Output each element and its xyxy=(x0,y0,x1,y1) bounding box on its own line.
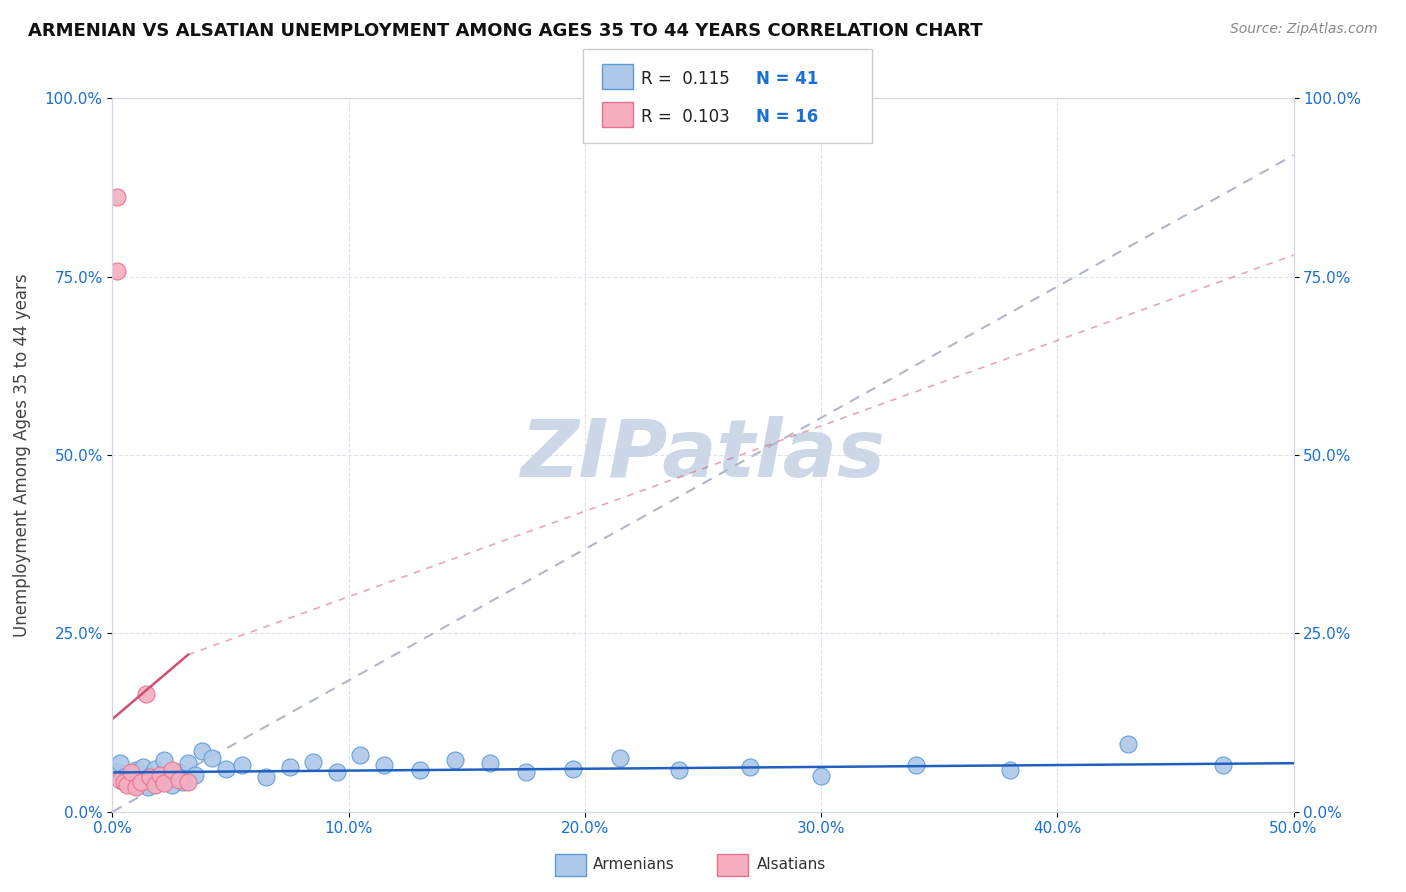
Point xyxy=(609,751,631,765)
Point xyxy=(191,744,214,758)
Point xyxy=(143,778,166,792)
Point xyxy=(120,767,142,781)
Point xyxy=(112,771,135,785)
Point xyxy=(444,753,467,767)
Point xyxy=(132,760,155,774)
Text: R =  0.115: R = 0.115 xyxy=(641,70,730,88)
Point xyxy=(115,778,138,792)
Point xyxy=(125,778,148,792)
Point xyxy=(149,772,172,787)
Point xyxy=(105,765,128,780)
Point xyxy=(112,774,135,789)
Y-axis label: Unemployment Among Ages 35 to 44 years: Unemployment Among Ages 35 to 44 years xyxy=(13,273,31,637)
Point xyxy=(108,772,131,787)
Point xyxy=(479,756,502,771)
Point xyxy=(129,774,152,789)
Point xyxy=(125,780,148,794)
Point xyxy=(129,774,152,789)
Point xyxy=(153,753,176,767)
Text: Source: ZipAtlas.com: Source: ZipAtlas.com xyxy=(1230,22,1378,37)
Point xyxy=(120,765,142,780)
Point xyxy=(215,762,238,776)
Point xyxy=(740,760,762,774)
Point xyxy=(349,747,371,762)
Point xyxy=(108,756,131,771)
Text: Armenians: Armenians xyxy=(593,857,675,871)
Point xyxy=(515,765,537,780)
Point xyxy=(153,776,176,790)
Point xyxy=(135,687,157,701)
Point xyxy=(136,780,159,794)
Text: Alsatians: Alsatians xyxy=(756,857,825,871)
Point xyxy=(562,762,585,776)
Point xyxy=(278,760,301,774)
Point xyxy=(143,762,166,776)
Point xyxy=(125,764,148,778)
Point xyxy=(1212,758,1234,772)
Point xyxy=(177,756,200,771)
Text: N = 16: N = 16 xyxy=(756,108,818,126)
Point xyxy=(184,767,207,781)
Point xyxy=(231,758,253,772)
Point xyxy=(408,764,430,778)
Point xyxy=(668,764,690,778)
Point xyxy=(177,774,200,789)
Point xyxy=(373,758,395,772)
Point xyxy=(201,751,224,765)
Point xyxy=(302,755,325,769)
Point xyxy=(167,772,190,787)
Text: ZIPatlas: ZIPatlas xyxy=(520,416,886,494)
Point xyxy=(998,764,1021,778)
Point xyxy=(167,765,190,780)
Point xyxy=(139,771,162,785)
Text: R =  0.103: R = 0.103 xyxy=(641,108,730,126)
Point xyxy=(904,758,927,772)
Point xyxy=(254,771,277,785)
Point xyxy=(139,769,162,783)
Point xyxy=(160,764,183,778)
Point xyxy=(105,264,128,278)
Point xyxy=(1116,737,1139,751)
Point xyxy=(810,769,832,783)
Text: ARMENIAN VS ALSATIAN UNEMPLOYMENT AMONG AGES 35 TO 44 YEARS CORRELATION CHART: ARMENIAN VS ALSATIAN UNEMPLOYMENT AMONG … xyxy=(28,22,983,40)
Text: N = 41: N = 41 xyxy=(756,70,818,88)
Point xyxy=(326,765,349,780)
Point xyxy=(105,189,128,203)
Point xyxy=(160,778,183,792)
Point xyxy=(172,774,194,789)
Point xyxy=(149,767,172,781)
